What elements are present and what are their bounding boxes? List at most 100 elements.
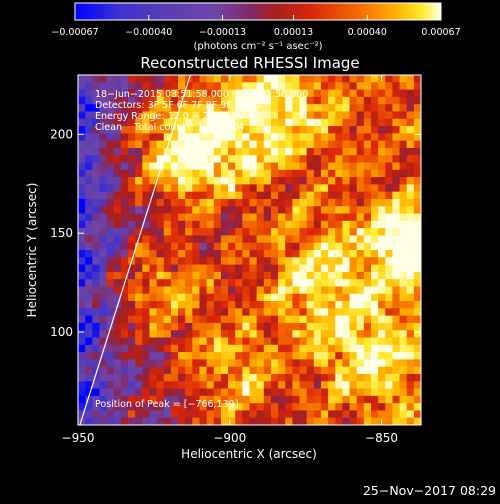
heatmap-cell: [306, 257, 315, 266]
heatmap-cell: [378, 235, 386, 244]
heatmap-cell: [249, 388, 258, 397]
heatmap-cell: [128, 366, 136, 375]
heatmap-cell: [342, 279, 351, 288]
heatmap-cell: [335, 147, 343, 156]
heatmap-cell: [120, 242, 129, 251]
heatmap-cell: [178, 403, 186, 412]
heatmap-cell: [363, 279, 372, 288]
heatmap-cell: [220, 388, 229, 397]
heatmap-cell: [249, 235, 258, 244]
heatmap-cell: [149, 308, 158, 317]
heatmap-cell: [370, 228, 379, 237]
heatmap-cell: [135, 308, 143, 317]
heatmap-cell: [142, 242, 151, 251]
heatmap-cell: [149, 213, 158, 222]
axis-ticks: −950−900−850−800100150200: [50, 75, 421, 445]
heatmap-cell: [270, 235, 279, 244]
heatmap-cell: [349, 403, 358, 412]
heatmap-cell: [263, 89, 272, 98]
heatmap-cell: [385, 75, 394, 83]
heatmap-cell: [78, 191, 86, 200]
heatmap-cell: [99, 352, 108, 360]
heatmap-cell: [156, 344, 165, 353]
heatmap-cell: [320, 395, 329, 404]
heatmap-cell: [313, 279, 322, 288]
heatmap-cell: [149, 104, 158, 113]
heatmap-cell: [92, 213, 101, 222]
heatmap-cell: [292, 177, 301, 185]
heatmap-cell: [128, 177, 136, 185]
heatmap-cell: [356, 96, 365, 105]
heatmap-cell: [378, 264, 386, 273]
heatmap-cell: [349, 155, 358, 164]
heatmap-cell: [292, 279, 301, 288]
heatmap-cell: [163, 344, 172, 353]
heatmap-cell: [199, 264, 208, 273]
heatmap-cell: [306, 410, 315, 419]
heatmap-cell: [278, 220, 286, 229]
heatmap-cell: [413, 198, 421, 207]
heatmap-cell: [413, 82, 421, 91]
heatmap-cell: [413, 206, 421, 215]
heatmap-cell: [142, 82, 151, 91]
heatmap-cell: [385, 279, 394, 288]
heatmap-cell: [313, 337, 322, 346]
heatmap-cell: [413, 104, 421, 113]
heatmap-cell: [285, 250, 293, 258]
heatmap-cell: [156, 315, 165, 324]
heatmap-cell: [185, 322, 193, 331]
heatmap-cell: [228, 257, 236, 266]
heatmap-cell: [170, 271, 179, 280]
heatmap-cell: [220, 330, 229, 339]
heatmap-cell: [363, 403, 372, 412]
heatmap-cell: [228, 96, 236, 105]
heatmap-cell: [156, 184, 165, 193]
heatmap-cell: [342, 403, 351, 412]
heatmap-cell: [92, 191, 101, 200]
heatmap-cell: [256, 213, 265, 222]
heatmap-cell: [263, 403, 272, 412]
heatmap-cell: [285, 220, 293, 229]
heatmap-cell: [149, 293, 158, 302]
heatmap-cell: [306, 417, 315, 425]
heatmap-cell: [85, 184, 93, 193]
heatmap-cell: [370, 89, 379, 98]
heatmap-cell: [328, 388, 336, 397]
heatmap-cell: [149, 198, 158, 207]
heatmap-cell: [278, 286, 286, 295]
heatmap-cell: [163, 118, 172, 127]
heatmap-cell: [363, 271, 372, 280]
heatmap-cell: [228, 381, 236, 390]
heatmap-cell: [235, 301, 243, 309]
heatmap-cell: [228, 250, 236, 258]
heatmap-cell: [235, 337, 243, 346]
heatmap-cell: [206, 82, 215, 91]
heatmap-cell: [278, 198, 286, 207]
heatmap-cell: [206, 381, 215, 390]
heatmap-cell: [299, 242, 308, 251]
heatmap-cell: [270, 308, 279, 317]
heatmap-cell: [349, 126, 358, 134]
heatmap-cell: [78, 286, 86, 295]
heatmap-cell: [263, 235, 272, 244]
heatmap-cell: [92, 315, 101, 324]
heatmap-cell: [278, 381, 286, 390]
heatmap-cell: [85, 264, 93, 273]
heatmap-cell: [135, 344, 143, 353]
heatmap-cell: [392, 220, 401, 229]
heatmap-cell: [128, 235, 136, 244]
heatmap-cell: [213, 220, 222, 229]
heatmap-cell: [320, 96, 329, 105]
heatmap-cell: [356, 417, 365, 425]
heatmap-cell: [342, 293, 351, 302]
heatmap-cell: [270, 89, 279, 98]
heatmap-cell: [299, 301, 308, 309]
heatmap-cell: [249, 373, 258, 382]
heatmap-cell: [78, 235, 86, 244]
heatmap-cell: [178, 395, 186, 404]
heatmap-cell: [135, 322, 143, 331]
heatmap-cell: [128, 388, 136, 397]
heatmap-cell: [192, 89, 201, 98]
heatmap-cell: [292, 417, 301, 425]
